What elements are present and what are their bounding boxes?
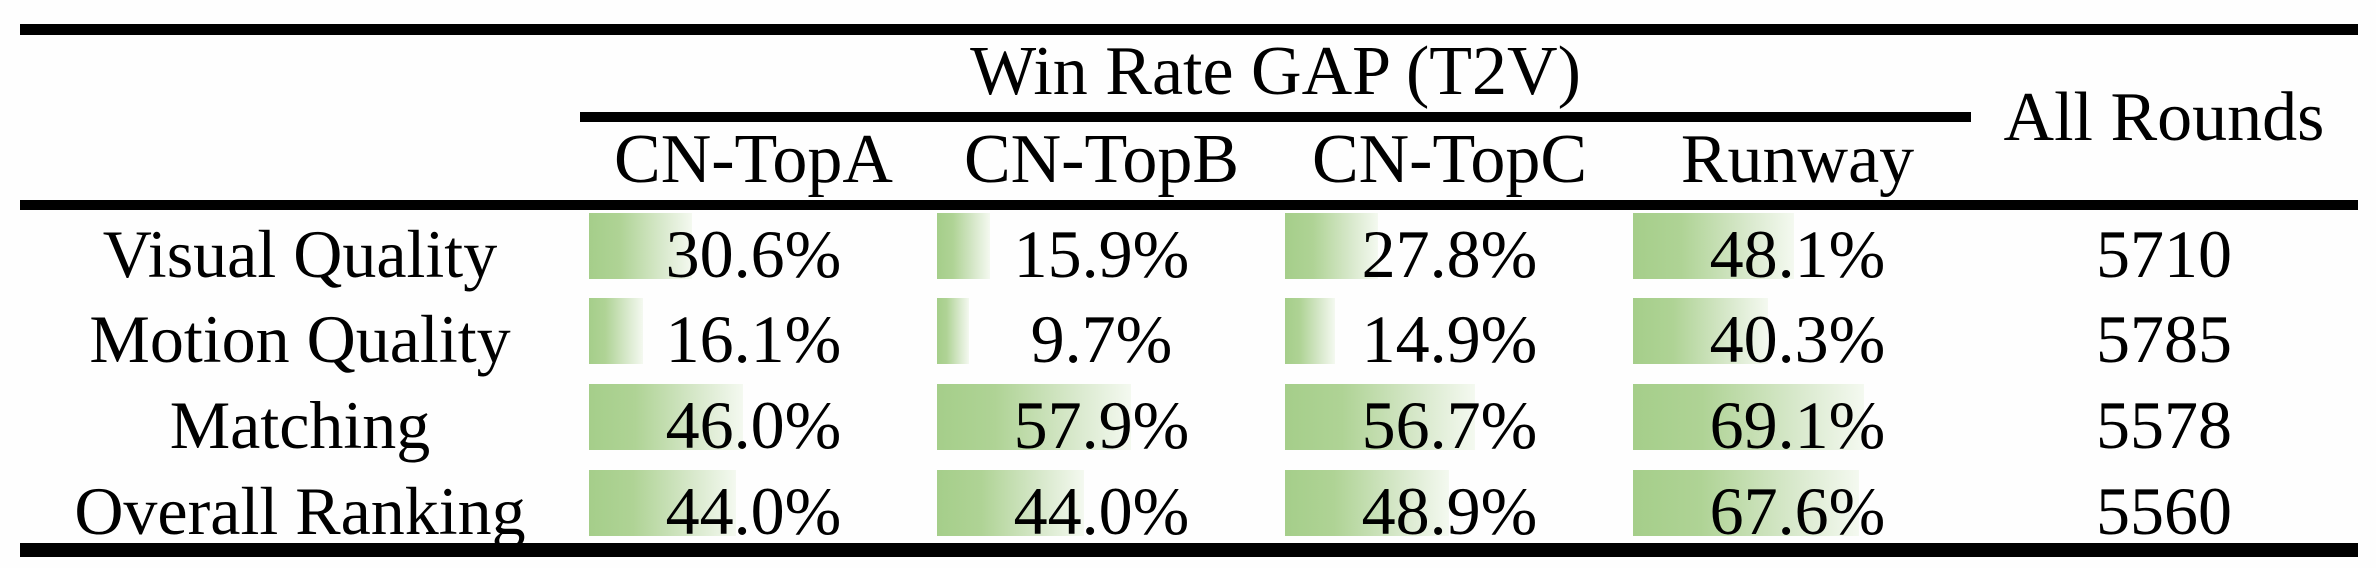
column-header-cn-topa: CN-TopA (580, 120, 927, 200)
win-rate-value: 9.7% (1030, 300, 1173, 377)
cell-matching-cn-topb: 57.9% (928, 382, 1275, 467)
row-label-visual-quality: Visual Quality (20, 211, 580, 296)
all-rounds-value: 5578 (2096, 386, 2232, 463)
row-label-text: Motion Quality (89, 300, 511, 377)
data-bar (1285, 384, 1475, 450)
row-label-overall-ranking: Overall Ranking (20, 468, 580, 553)
data-bar (1285, 298, 1335, 364)
cell-motion-quality-all-rounds: 5785 (1971, 296, 2357, 381)
win-rate-value: 48.1% (1709, 215, 1886, 292)
cell-overall-ranking-cn-topa: 44.0% (580, 468, 927, 553)
column-header-cn-topb: CN-TopB (928, 120, 1275, 200)
win-rate-value: 57.9% (1013, 386, 1190, 463)
cell-overall-ranking-cn-topc: 48.9% (1276, 468, 1623, 553)
cell-visual-quality-cn-topa: 30.6% (580, 211, 927, 296)
cell-visual-quality-runway: 48.1% (1624, 211, 1971, 296)
row-label-text: Visual Quality (102, 215, 498, 292)
all-rounds-value: 5710 (2096, 215, 2232, 292)
bottom-rule (20, 543, 2358, 557)
win-rate-value: 14.9% (1361, 300, 1538, 377)
all-rounds-header-text: All Rounds (2003, 78, 2325, 156)
data-bar (589, 298, 643, 364)
header-rule (20, 200, 2358, 210)
win-rate-value: 15.9% (1013, 215, 1190, 292)
data-bar (1633, 213, 1795, 279)
row-label-text: Matching (169, 386, 431, 463)
data-bar (1633, 470, 1860, 536)
column-header-cn-topc: CN-TopC (1276, 120, 1623, 200)
cell-matching-cn-topa: 46.0% (580, 382, 927, 467)
win-rate-value: 40.3% (1709, 300, 1886, 377)
win-rate-value: 67.6% (1709, 472, 1886, 549)
win-rate-value: 44.0% (1013, 472, 1190, 549)
cell-visual-quality-all-rounds: 5710 (1971, 211, 2357, 296)
data-bar (937, 213, 991, 279)
row-label-motion-quality: Motion Quality (20, 296, 580, 381)
cell-visual-quality-cn-topc: 27.8% (1276, 211, 1623, 296)
data-bar (1285, 213, 1379, 279)
column-header-text: CN-TopC (1311, 121, 1588, 198)
table-title-text: Win Rate GAP (T2V) (970, 33, 1581, 110)
cell-overall-ranking-runway: 67.6% (1624, 468, 1971, 553)
win-rate-value: 30.6% (665, 215, 842, 292)
cell-matching-all-rounds: 5578 (1971, 382, 2357, 467)
column-header-text: CN-TopB (963, 121, 1240, 198)
cell-motion-quality-cn-topc: 14.9% (1276, 296, 1623, 381)
data-bar (589, 470, 737, 536)
all-rounds-value: 5560 (2096, 472, 2232, 549)
win-rate-value: 56.7% (1361, 386, 1538, 463)
column-header-text: Runway (1680, 121, 1915, 198)
column-header-runway: Runway (1624, 120, 1971, 200)
data-bar (589, 213, 692, 279)
data-bar (1633, 384, 1865, 450)
cell-motion-quality-cn-topb: 9.7% (928, 296, 1275, 381)
data-bar (589, 384, 744, 450)
row-label-text: Overall Ranking (74, 472, 526, 549)
cell-motion-quality-cn-topa: 16.1% (580, 296, 927, 381)
spanner-rule (580, 112, 1971, 122)
all-rounds-value: 5785 (2096, 300, 2232, 377)
win-rate-value: 48.9% (1361, 472, 1538, 549)
cell-visual-quality-cn-topb: 15.9% (928, 211, 1275, 296)
all-rounds-header: All Rounds (1971, 35, 2357, 200)
data-bar (937, 298, 970, 364)
win-rate-value: 46.0% (665, 386, 842, 463)
cell-overall-ranking-cn-topb: 44.0% (928, 468, 1275, 553)
win-rate-value: 69.1% (1709, 386, 1886, 463)
win-rate-value: 44.0% (665, 472, 842, 549)
cell-matching-cn-topc: 56.7% (1276, 382, 1623, 467)
win-rate-value: 16.1% (665, 300, 842, 377)
cell-matching-runway: 69.1% (1624, 382, 1971, 467)
data-bar (937, 384, 1131, 450)
cell-overall-ranking-all-rounds: 5560 (1971, 468, 2357, 553)
data-bar (1633, 298, 1768, 364)
cell-motion-quality-runway: 40.3% (1624, 296, 1971, 381)
data-bar (1285, 470, 1449, 536)
win-rate-value: 27.8% (1361, 215, 1538, 292)
column-header-text: CN-TopA (614, 121, 893, 198)
row-label-matching: Matching (20, 382, 580, 467)
table-title: Win Rate GAP (T2V) (580, 32, 1971, 112)
top-rule (20, 24, 2358, 35)
data-bar (937, 470, 1085, 536)
